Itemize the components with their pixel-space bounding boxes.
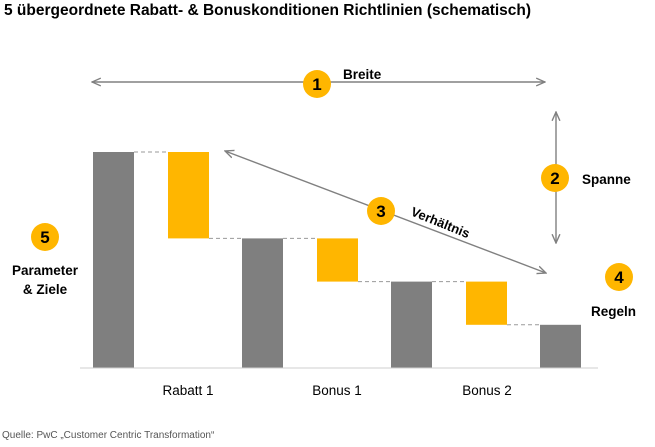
x-label-rabatt-1: Rabatt 1 bbox=[162, 383, 213, 398]
waterfall-bars bbox=[93, 152, 581, 368]
breite-label: Breite bbox=[343, 67, 382, 82]
parameter-ziele-label: Parameter & Ziele bbox=[12, 263, 79, 297]
x-label-bonus-1: Bonus 1 bbox=[312, 383, 362, 398]
total-bar-1 bbox=[93, 152, 134, 368]
diagram-title: 5 übergeordnete Rabatt- & Bonuskondition… bbox=[4, 2, 532, 19]
badge-4-number: 4 bbox=[614, 268, 624, 287]
badge-1-number: 1 bbox=[312, 75, 321, 94]
total-bar-4 bbox=[540, 324, 581, 368]
spanne-label: Spanne bbox=[582, 172, 631, 187]
total-bar-2 bbox=[242, 238, 283, 368]
badge-5-number: 5 bbox=[40, 228, 49, 247]
x-label-bonus-2: Bonus 2 bbox=[462, 383, 512, 398]
reduction-bar-3 bbox=[466, 281, 507, 325]
reduction-bar-2 bbox=[317, 238, 358, 282]
verhaeltnis-label: Verhältnis bbox=[409, 204, 472, 241]
badge-4-icon bbox=[605, 263, 633, 291]
badge-3-number: 3 bbox=[376, 202, 385, 221]
source-note: Quelle: PwC „Customer Centric Transforma… bbox=[2, 430, 215, 441]
regeln-label: Regeln bbox=[591, 304, 636, 319]
badge-5-icon bbox=[31, 223, 59, 251]
total-bar-3 bbox=[391, 281, 432, 368]
reduction-bar-1 bbox=[168, 152, 209, 239]
badge-2-number: 2 bbox=[550, 169, 559, 188]
badge-1-icon bbox=[303, 70, 331, 98]
badge-2-icon bbox=[541, 164, 569, 192]
badge-3-icon bbox=[367, 197, 395, 225]
